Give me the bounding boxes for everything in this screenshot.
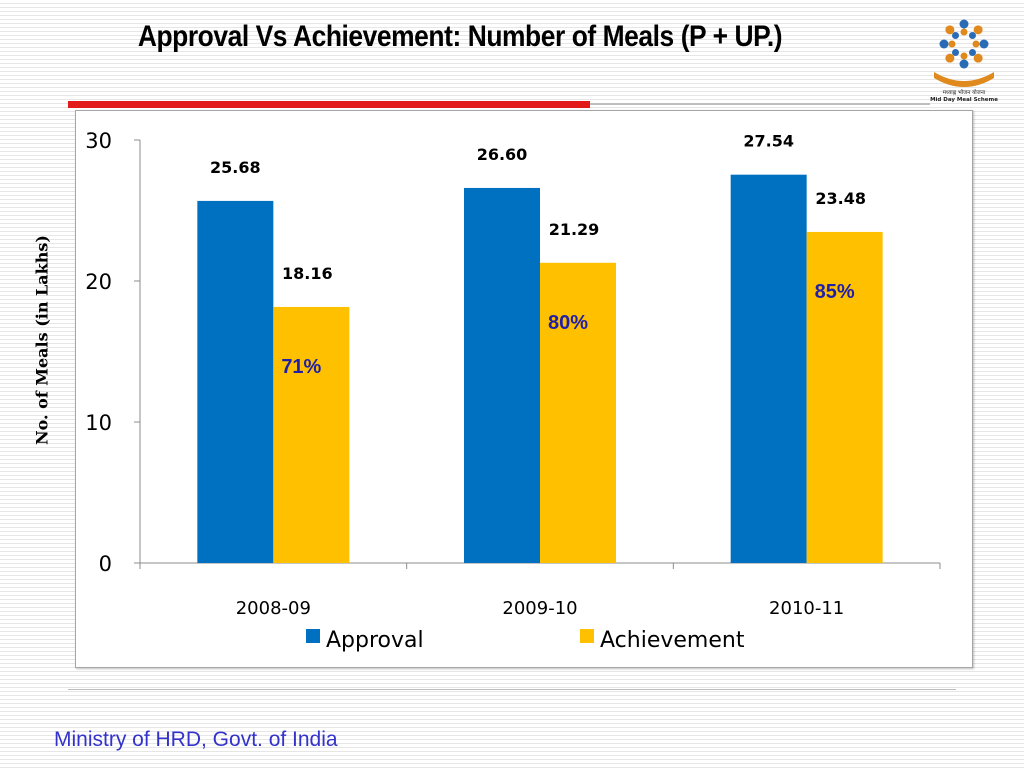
data-label: 26.60 [477, 145, 528, 164]
title-underline-red [68, 101, 590, 108]
legend-swatch-achievement [580, 629, 594, 643]
mid-day-meal-logo-icon: मध्याह्न भोजन योजना Mid Day Meal Scheme [930, 19, 998, 103]
data-label: 27.54 [743, 132, 794, 151]
y-tick-label: 10 [85, 411, 112, 435]
y-tick-label: 30 [85, 129, 112, 153]
bar-achievement-2010-11 [806, 231, 883, 563]
bar-approval-2008-09 [197, 200, 274, 564]
x-tick-label: 2008-09 [236, 598, 311, 619]
bar-approval-2010-11 [730, 174, 807, 563]
data-label: 18.16 [282, 264, 333, 283]
data-label: 25.68 [210, 158, 261, 177]
logo-text-english: Mid Day Meal Scheme [930, 97, 998, 103]
slide-title: Approval Vs Achievement: Number of Meals… [137, 20, 783, 53]
x-tick-label: 2010-11 [769, 598, 844, 619]
bar-achievement-2009-10 [540, 262, 616, 563]
legend-label-achievement: Achievement [600, 628, 745, 653]
percent-annotation: 71% [281, 356, 321, 378]
data-label: 23.48 [815, 189, 866, 208]
legend-swatch-approval [306, 629, 320, 643]
logo-text-hindi: मध्याह्न भोजन योजना [943, 89, 986, 96]
legend-label-approval: Approval [326, 628, 424, 653]
y-tick-label: 0 [99, 552, 112, 576]
y-tick-label: 20 [85, 270, 112, 294]
x-tick-label: 2009-10 [502, 598, 577, 619]
footer-rule [68, 689, 956, 690]
title-underline-gray [590, 103, 930, 105]
data-label: 21.29 [549, 220, 600, 239]
bar-achievement-2008-09 [273, 306, 350, 563]
bar-approval-2009-10 [464, 187, 540, 563]
percent-annotation: 85% [815, 281, 855, 303]
percent-annotation: 80% [548, 312, 588, 334]
footer-text: Ministry of HRD, Govt. of India [54, 728, 338, 751]
